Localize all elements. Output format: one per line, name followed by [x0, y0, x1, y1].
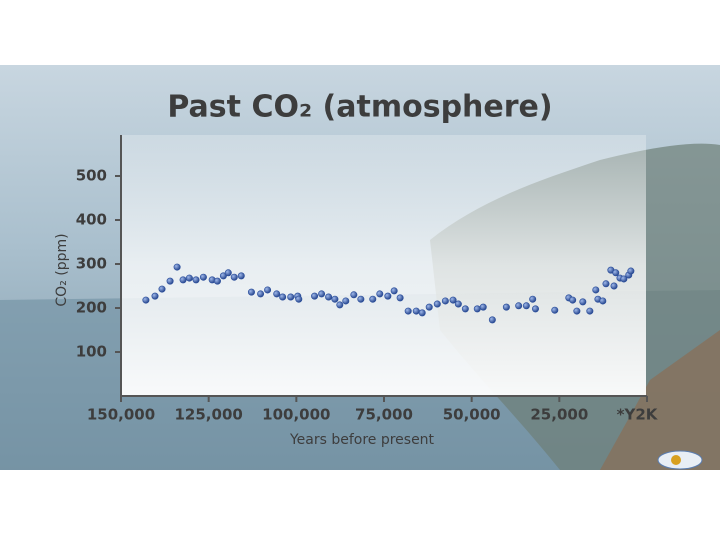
- data-point: [173, 263, 181, 271]
- data-point: [610, 282, 618, 290]
- data-point: [369, 295, 377, 303]
- data-point: [579, 298, 587, 306]
- data-point: [166, 277, 174, 285]
- data-point: [573, 307, 581, 315]
- data-point: [390, 287, 398, 295]
- data-point: [488, 316, 496, 324]
- data-point: [412, 307, 420, 315]
- data-point: [473, 305, 481, 313]
- data-point: [551, 306, 559, 314]
- data-point: [350, 291, 358, 299]
- data-point: [384, 292, 392, 300]
- y-tick-label: 500: [76, 167, 107, 185]
- data-point: [502, 303, 510, 311]
- data-point: [449, 296, 457, 304]
- x-tick-label: 125,000: [175, 406, 243, 424]
- data-point: [454, 300, 462, 308]
- data-point: [264, 286, 272, 294]
- data-point: [627, 267, 635, 275]
- data-point: [357, 295, 365, 303]
- data-point: [287, 293, 295, 301]
- y-tick-label: 400: [76, 211, 107, 229]
- data-point: [529, 295, 537, 303]
- data-point: [396, 294, 404, 302]
- data-point: [247, 288, 255, 296]
- data-point: [142, 296, 150, 304]
- data-point: [599, 297, 607, 305]
- data-point: [219, 272, 227, 280]
- data-point: [515, 302, 523, 310]
- data-point: [479, 303, 487, 311]
- data-point: [318, 290, 326, 298]
- data-point: [586, 307, 594, 315]
- data-point: [325, 293, 333, 301]
- logo: [657, 450, 703, 470]
- data-point: [342, 297, 350, 305]
- data-point: [418, 309, 426, 317]
- data-point: [295, 295, 303, 303]
- data-point: [199, 273, 207, 281]
- y-axis-label: CO₂ (ppm): [54, 233, 70, 306]
- data-point: [311, 292, 319, 300]
- data-point: [192, 276, 200, 284]
- x-tick-label: 75,000: [355, 406, 413, 424]
- data-point: [376, 290, 384, 298]
- y-tick-label: 200: [76, 299, 107, 317]
- data-point: [230, 273, 238, 281]
- x-tick-label: *Y2K: [617, 406, 659, 424]
- data-point: [612, 269, 620, 277]
- y-tick-label: 100: [76, 343, 107, 361]
- data-point: [273, 290, 281, 298]
- data-point: [441, 297, 449, 305]
- y-tick-label: 300: [76, 255, 107, 273]
- data-point: [331, 295, 339, 303]
- data-point: [569, 296, 577, 304]
- background: [0, 65, 720, 470]
- x-axis-label: Years before present: [289, 432, 435, 448]
- x-tick-label: 25,000: [530, 406, 588, 424]
- data-point: [213, 277, 221, 285]
- data-point: [179, 276, 187, 284]
- data-point: [620, 275, 628, 283]
- x-tick-label: 50,000: [443, 406, 501, 424]
- data-point: [158, 285, 166, 293]
- data-point: [224, 269, 232, 277]
- data-point: [602, 280, 610, 288]
- data-point: [461, 305, 469, 313]
- data-point: [531, 305, 539, 313]
- x-tick-label: 150,000: [87, 406, 155, 424]
- data-point: [151, 292, 159, 300]
- data-point: [433, 300, 441, 308]
- data-point: [592, 286, 600, 294]
- data-point: [257, 290, 265, 298]
- x-tick-label: 100,000: [262, 406, 330, 424]
- data-point: [185, 274, 193, 282]
- data-point: [425, 303, 433, 311]
- data-point: [522, 302, 530, 310]
- data-point: [336, 301, 344, 309]
- data-point: [237, 272, 245, 280]
- data-point: [404, 307, 412, 315]
- data-point: [279, 293, 287, 301]
- chart-title: Past CO₂ (atmosphere): [167, 90, 552, 125]
